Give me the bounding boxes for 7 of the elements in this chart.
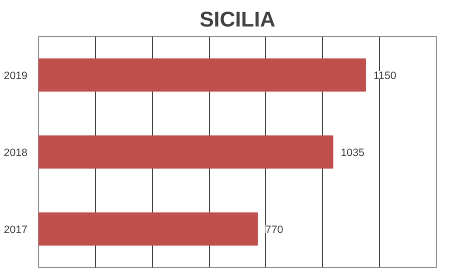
y-tick-label: 2018	[4, 147, 28, 159]
data-label: 1150	[373, 70, 396, 82]
data-label: 770	[265, 224, 284, 236]
chart-title: SICILIA	[200, 8, 276, 32]
data-label: 1035	[340, 147, 365, 159]
y-tick-label: 2017	[4, 224, 28, 236]
y-tick-label: 2019	[4, 70, 28, 82]
